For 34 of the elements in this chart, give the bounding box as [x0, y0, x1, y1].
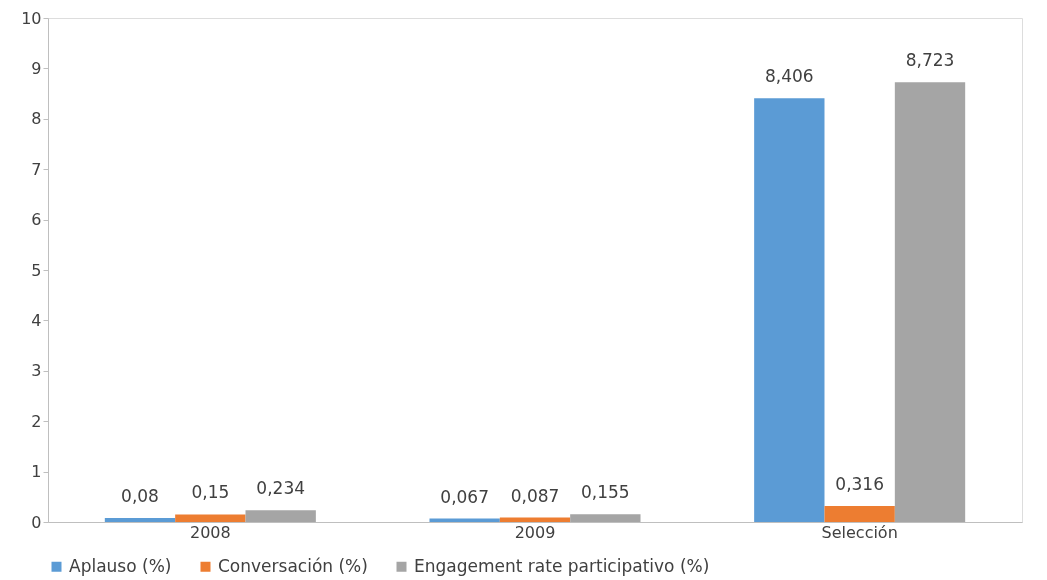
bar [894, 82, 966, 522]
y-tick-label: 2 [31, 411, 42, 431]
bar [245, 510, 316, 522]
data-label: 0,08 [121, 485, 159, 506]
y-tick-label: 4 [31, 310, 42, 330]
data-label: 0,316 [835, 474, 884, 495]
data-label: 0,234 [256, 478, 306, 499]
y-tick-label: 6 [31, 210, 42, 230]
bar [570, 514, 641, 522]
data-label: 0,15 [191, 482, 230, 503]
data-label: 8,406 [764, 66, 814, 87]
data-label: 0,067 [440, 486, 489, 507]
y-tick-label: 9 [31, 58, 42, 78]
bar [824, 506, 895, 522]
y-tick-label: 3 [31, 361, 42, 381]
y-tick-label: 1 [31, 462, 42, 482]
bar [754, 98, 825, 522]
legend-label: Aplauso (%) [69, 555, 172, 576]
x-tick-label: 2009 [514, 522, 556, 542]
data-label: 8,723 [905, 50, 955, 71]
y-tick-label: 8 [31, 109, 42, 129]
y-tick-label: 0 [31, 512, 42, 532]
y-tick-label: 5 [31, 260, 42, 280]
legend-label: Engagement rate participativo (%) [414, 555, 710, 576]
x-tick-label: Selección [821, 522, 898, 542]
bar [499, 517, 571, 522]
bar [175, 514, 246, 522]
data-label: 0,087 [510, 485, 560, 506]
bar [104, 517, 176, 522]
legend-label: Conversación (%) [218, 555, 368, 576]
x-tick-label: 2008 [189, 522, 231, 542]
y-tick-label: 10 [21, 8, 42, 28]
y-tick-label: 7 [31, 159, 42, 179]
data-label: 0,155 [581, 482, 630, 503]
